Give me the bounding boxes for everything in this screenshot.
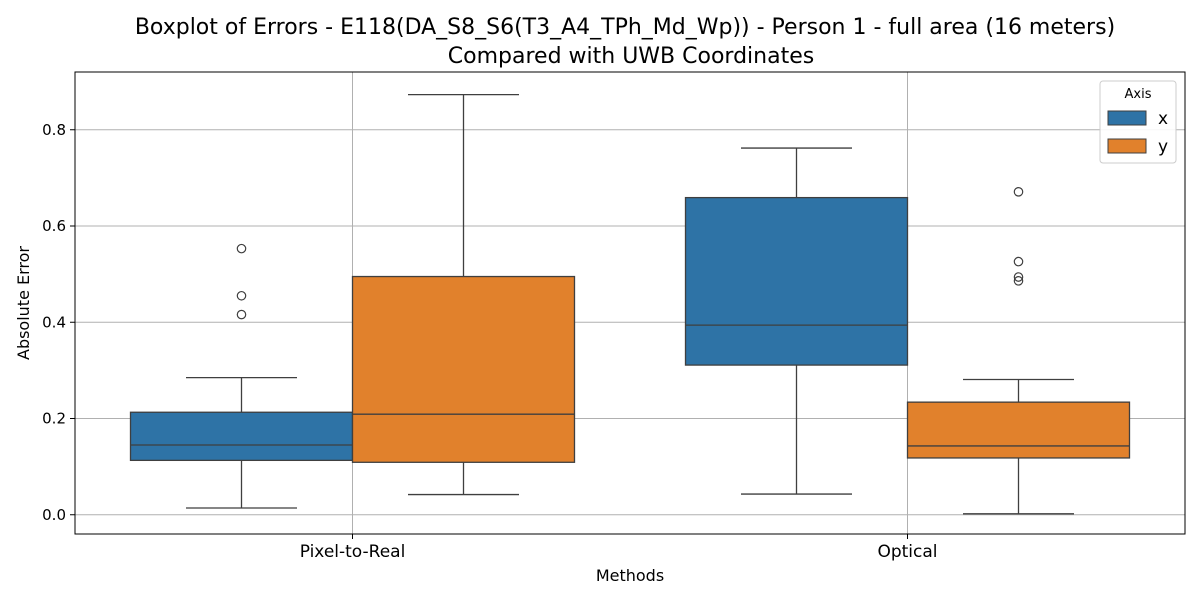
y-tick-label: 0.2 — [42, 410, 66, 428]
x-axis-label: Methods — [596, 566, 664, 585]
plot-frame — [74, 71, 1186, 535]
x-tick-label: Pixel-to-Real — [300, 542, 406, 562]
box-layer — [129, 93, 1131, 515]
legend-swatch-y — [1107, 138, 1147, 154]
outlier-point — [1013, 276, 1024, 286]
box-y — [351, 275, 576, 463]
outlier-point — [1013, 256, 1024, 267]
outlier-point — [236, 290, 247, 301]
y-axis-label: Absolute Error — [14, 246, 33, 360]
box-x — [684, 196, 909, 366]
legend-label-y: y — [1158, 137, 1168, 157]
outlier-point — [236, 243, 247, 254]
outlier-point — [1013, 272, 1024, 282]
y-tick-label: 0.4 — [42, 313, 66, 331]
y-tick-label: 0.0 — [42, 506, 66, 524]
legend-swatch-x — [1107, 110, 1147, 126]
y-tick-label: 0.8 — [42, 121, 66, 139]
y-tick-label: 0.6 — [42, 217, 66, 235]
x-tick-label: Optical — [877, 542, 937, 562]
legend-label-x: x — [1158, 109, 1168, 129]
box-x — [129, 411, 354, 462]
axis-layer: 0.0 0.2 0.4 0.6 0.8 Pixel-to-Real Optical — [42, 121, 937, 562]
outlier-point — [236, 309, 247, 320]
legend-title: Axis — [1125, 87, 1152, 102]
chart-title-line1: Boxplot of Errors - E118(DA_S8_S6(T3_A4_… — [135, 15, 1115, 40]
box-y — [906, 401, 1131, 459]
legend: Axis x y — [1099, 80, 1177, 164]
outlier-point — [1013, 187, 1024, 197]
chart-title-line2: Compared with UWB Coordinates — [448, 44, 814, 69]
